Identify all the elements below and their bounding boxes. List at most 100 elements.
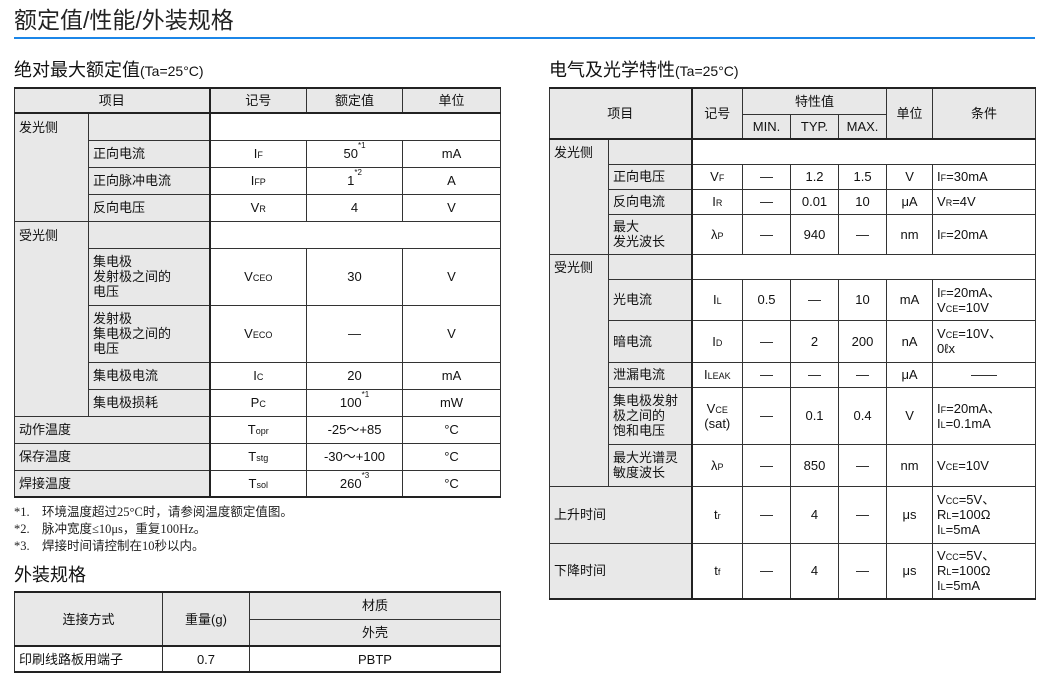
cond-value: =5V、 (958, 548, 996, 564)
cond-subscript: CC (945, 496, 959, 506)
table-row: 动作温度 Topr -25～+85 °C (13, 415, 502, 444)
item-label: 保存温度 (13, 442, 211, 471)
cond-value: =20mA、 (946, 284, 1001, 300)
table-row: 保存温度 Tstg -30～+100 °C (13, 442, 502, 471)
cond-main: I (937, 226, 941, 242)
cell-case: PBTP (249, 645, 501, 673)
item-label: 集电极发射 极之间的 饱和电压 (607, 386, 693, 445)
group-empty (209, 220, 502, 249)
unit-cell: °C (402, 442, 502, 471)
item-label: 最大 发光波长 (607, 213, 693, 255)
typ-value: 0.01 (790, 188, 840, 215)
group-label: 发光侧 (14, 112, 89, 222)
cell-weight: 0.7 (162, 645, 250, 673)
symbol-main: λ (711, 457, 718, 473)
symbol-subscript: R (715, 198, 723, 208)
item-label: 反向电压 (87, 193, 211, 222)
header-typ: TYP. (790, 113, 840, 140)
header-item: 项目 (13, 87, 211, 114)
electrical-characteristics-table: 项目 记号 特性值 单位 条件 MIN. TYP. MAX. 发光侧 正向电压 VF —1.2 1.5 V… (548, 87, 1037, 600)
abs-heading-text: 绝对最大额定值 (14, 60, 140, 80)
unit-cell: V (402, 247, 502, 306)
symbol-cell: IC (209, 361, 308, 390)
cond-value: =5mA (945, 522, 980, 537)
symbol-cell: tf (691, 542, 744, 600)
cond-subscript: L (940, 526, 946, 536)
unit-cell: μs (886, 542, 934, 600)
group-spacer (608, 253, 693, 280)
item-label: 焊接温度 (13, 469, 211, 498)
group-spacer (88, 112, 211, 141)
symbol-main: t (714, 563, 718, 579)
cond-main: V (937, 326, 946, 341)
unit-cell: °C (402, 415, 502, 444)
item-label-text: 最大光谱灵 敏度波长 (613, 450, 679, 480)
symbol-cell: IR (691, 188, 744, 215)
cond-main: I (937, 415, 941, 431)
table-row: 光电流 IL 0.5—10 mA IF=20mA、 VCE=10V (550, 278, 1037, 321)
header-connection: 连接方式 (14, 591, 163, 647)
symbol-cell: λP (691, 213, 744, 255)
cond-value: =20mA (946, 226, 988, 242)
typ-value: 1.2 (790, 163, 840, 190)
cond-value: =0.1mA (945, 415, 991, 431)
symbol-subscript: P (717, 461, 724, 472)
cond-subscript: F (940, 404, 947, 415)
cond-value: 0ℓx (937, 341, 955, 356)
footnote-ref: *1 (357, 141, 366, 150)
symbol-cell: VR (209, 193, 308, 222)
left-column: 绝对最大额定值(Ta=25°C) 项目 记号 额定值 单位 发光侧 正向电流 IF 50*1 m… (13, 58, 502, 673)
header-unit: 单位 (886, 87, 934, 140)
cond-value: —— (971, 367, 998, 382)
header-min: MIN. (742, 113, 792, 140)
header-case: 外壳 (249, 618, 501, 647)
min-value: — (742, 188, 792, 215)
symbol-main: V (706, 400, 716, 416)
item-label-text: 暗电流 (613, 333, 653, 349)
table-row: 最大光谱灵 敏度波长 λP —850— nm VCE=10V (550, 443, 1037, 487)
abs-max-heading: 绝对最大额定值(Ta=25°C) (14, 58, 500, 83)
cond-value: =5V、 (958, 492, 996, 507)
cond-value: =4V (952, 194, 976, 209)
cond-value: =10V (958, 299, 989, 315)
symbol-subscript: C (256, 372, 264, 382)
condition-cell: IF=20mA、 VCE=10V (932, 278, 1037, 321)
right-column: 电气及光学特性(Ta=25°C) 项目 记号 特性值 单位 条件 MIN. TYP. MAX.… (548, 58, 1037, 600)
symbol-main: I (712, 194, 716, 209)
symbol-cell: Tsol (209, 469, 308, 498)
table-row: 集电极 发射极之间的 电压 VCEO 30 V (15, 247, 502, 306)
item-label: 集电极损耗 (87, 388, 211, 417)
footnote-mark: *1. (14, 505, 30, 519)
unit-cell: mW (402, 388, 502, 417)
condition-cell: VR=4V (932, 188, 1037, 215)
value-text: — (348, 326, 362, 341)
symbol-cell: VCE (sat) (691, 386, 744, 445)
item-label-text: 反向电流 (613, 194, 666, 209)
symbol-cell: IFP (209, 166, 308, 195)
symbol-subscript: stg (256, 453, 269, 463)
item-label: 正向脉冲电流 (87, 166, 211, 195)
footnote-text: 环境温度超过25°C时，请参阅温度额定值图。 (42, 505, 293, 519)
cond-subscript: L (940, 419, 946, 430)
item-label: 集电极电流 (87, 361, 211, 390)
min-value: — (742, 443, 792, 487)
item-label-text: 正向脉冲电流 (93, 173, 172, 188)
symbol-main: V (244, 326, 253, 341)
symbol-main: V (250, 200, 260, 215)
footnote-text: 脉冲宽度≤10μs，重复100Hz。 (42, 522, 207, 536)
cond-subscript: F (940, 230, 947, 241)
unit-cell: V (886, 163, 934, 190)
table-row: 集电极电流 IC 20 mA (15, 361, 502, 390)
symbol-subscript: C (259, 399, 266, 409)
symbol-subscript: opr (255, 426, 269, 436)
typ-value: 940 (790, 213, 840, 255)
max-value: 1.5 (838, 163, 888, 190)
table-row: 集电极损耗 PC 100*1 mW (15, 388, 502, 417)
header-material: 材质 (249, 591, 501, 620)
header-item: 项目 (548, 87, 693, 140)
cond-value: =20mA、 (946, 400, 1001, 416)
symbol-main: I (703, 367, 708, 382)
footnote: *2. 脉冲宽度≤10μs，重复100Hz。 (14, 521, 500, 538)
cond-main: I (937, 284, 941, 300)
symbol-subscript: CE (715, 404, 728, 415)
